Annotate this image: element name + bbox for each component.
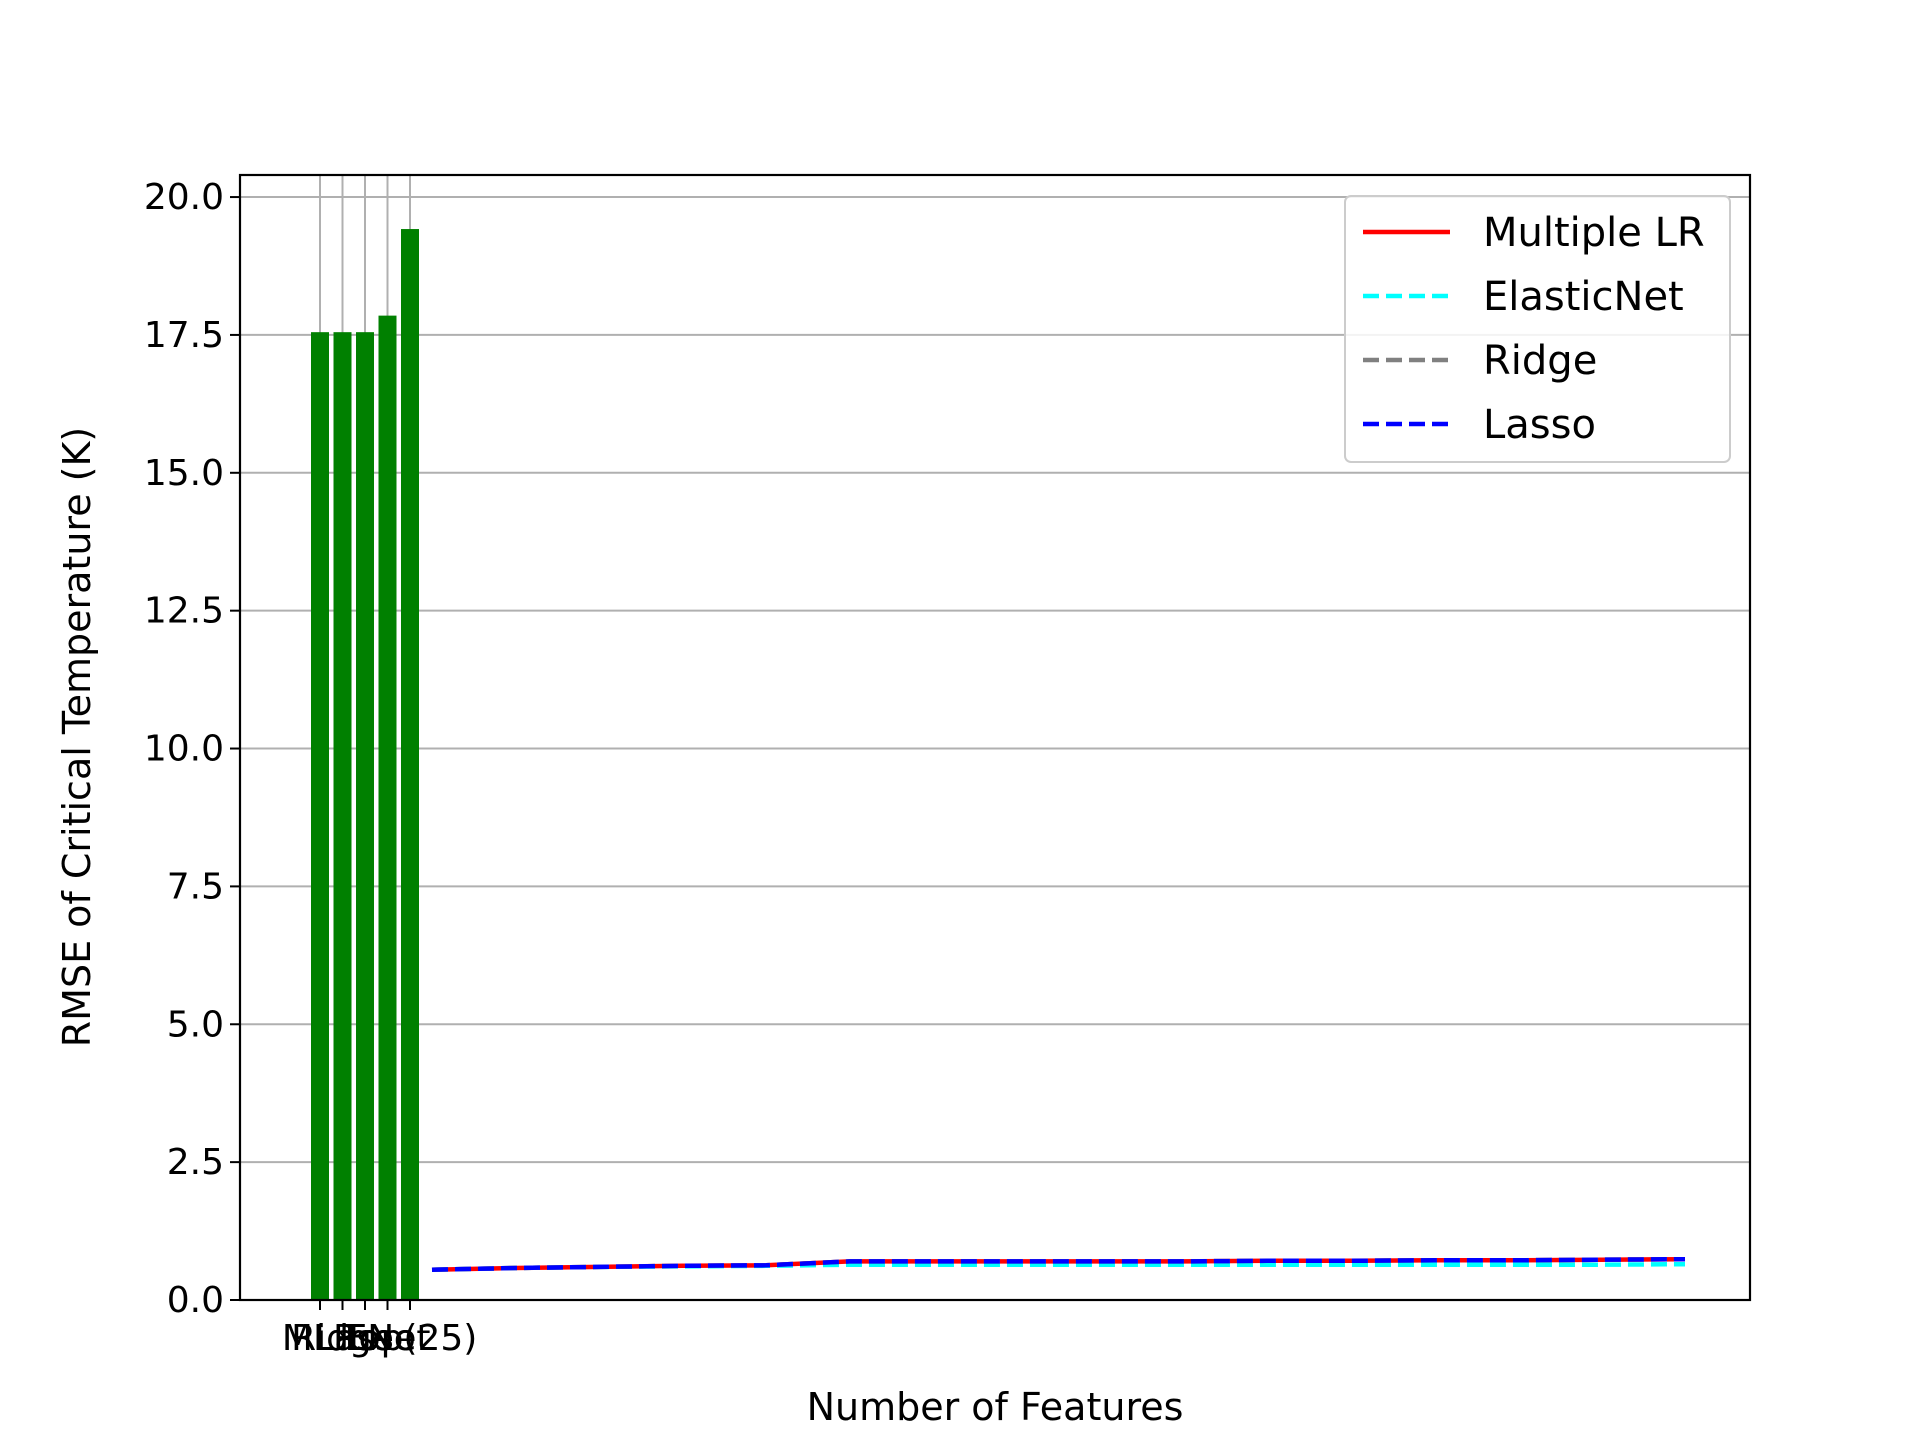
x-tick-label: Top(25) xyxy=(342,1318,478,1359)
y-tick-label: 20.0 xyxy=(144,177,224,218)
bar-lasso xyxy=(356,332,374,1300)
x-tick-label: Ridge xyxy=(291,1318,394,1359)
y-axis-ticks: 0.0 2.5 5.0 7.5 10.0 12.5 15.0 17.5 20.0 xyxy=(144,177,240,1321)
legend-label: ElasticNet xyxy=(1483,274,1684,320)
legend: Multiple LR ElasticNet Ridge Lasso xyxy=(1344,195,1731,463)
legend-label: Ridge xyxy=(1483,338,1597,384)
series-line-lasso xyxy=(431,1256,1686,1272)
bar-mlr xyxy=(311,332,329,1300)
bar-layer xyxy=(311,229,419,1301)
y-tick-label: 7.5 xyxy=(167,866,224,907)
y-axis-label: RMSE of Critical Temperature (K) xyxy=(55,427,99,1047)
legend-frame xyxy=(1344,195,1731,463)
y-tick-label: 5.0 xyxy=(167,1004,224,1045)
bar-top25 xyxy=(401,229,419,1301)
x-axis-label: Number of Features xyxy=(807,1385,1184,1429)
line-layer xyxy=(431,1256,1686,1272)
x-tick-label: ENet xyxy=(345,1318,431,1359)
y-tick-label: 0.0 xyxy=(167,1280,224,1321)
y-tick-label: 17.5 xyxy=(144,315,224,356)
x-tick-label: MLR xyxy=(282,1318,358,1359)
bar-ridge xyxy=(333,332,352,1300)
y-tick-label: 10.0 xyxy=(144,729,224,770)
y-tick-label: 12.5 xyxy=(144,591,224,632)
bar-enet xyxy=(378,315,397,1300)
y-tick-label: 2.5 xyxy=(167,1142,224,1183)
y-tick-label: 15.0 xyxy=(144,453,224,494)
x-tick-label: Lasso xyxy=(314,1318,416,1359)
legend-label: Lasso xyxy=(1483,402,1596,448)
legend-label: Multiple LR xyxy=(1483,210,1705,256)
plot-frame xyxy=(238,173,1752,1302)
